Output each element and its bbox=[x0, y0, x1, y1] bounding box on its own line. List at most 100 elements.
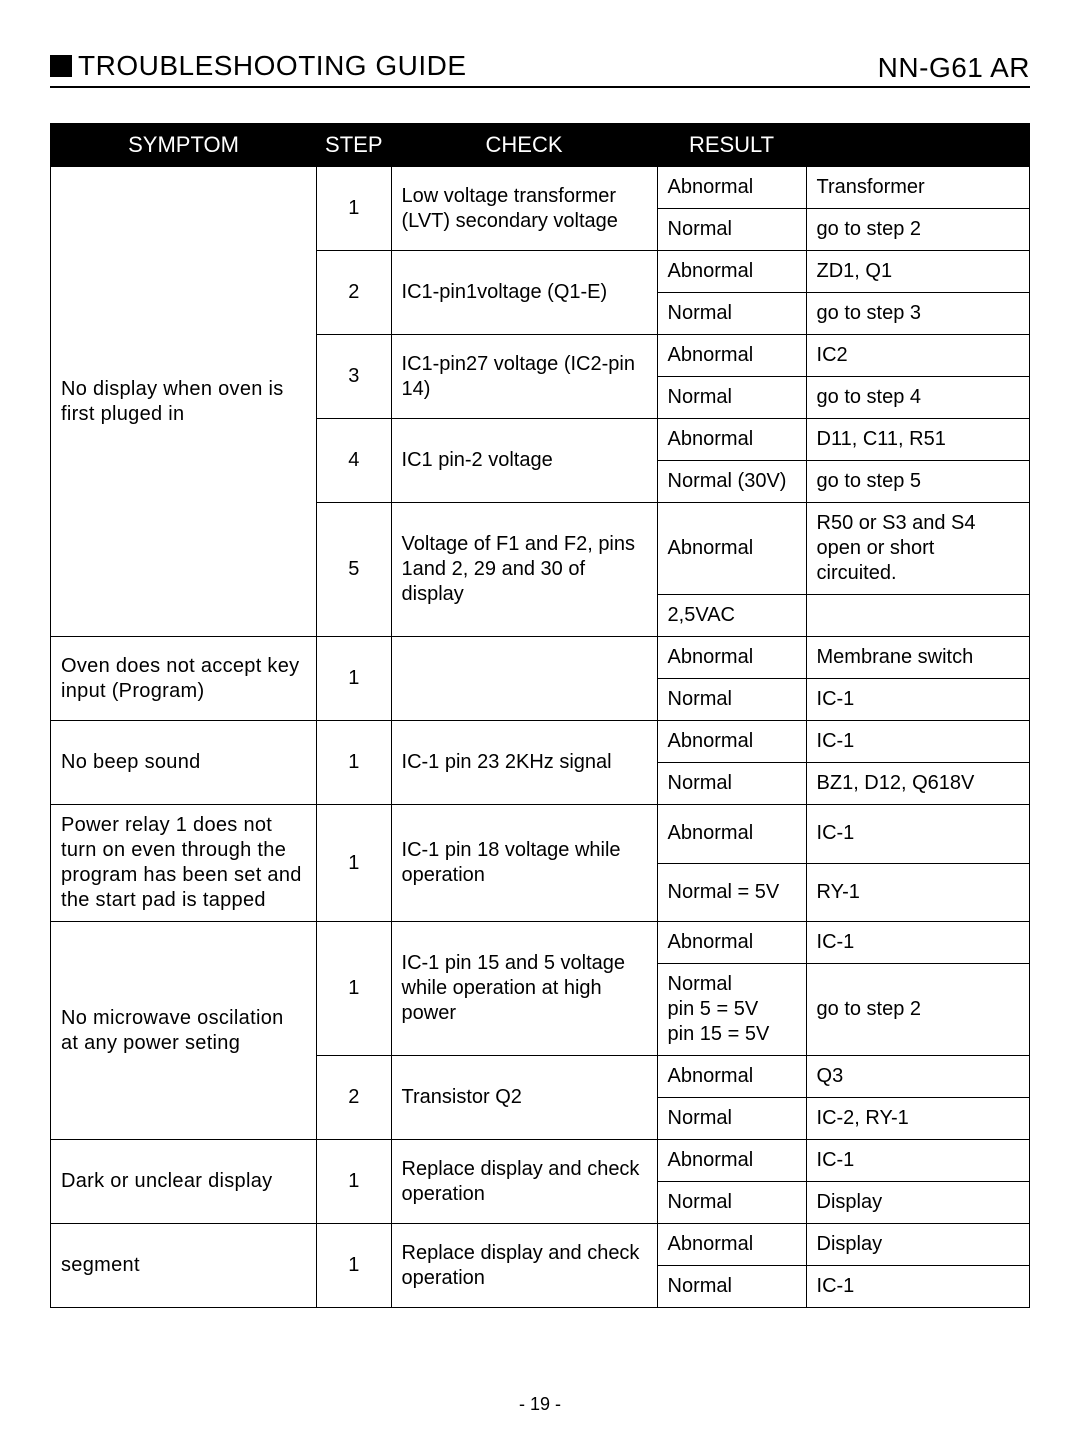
symptom-cell: No microwave oscilation at any power set… bbox=[51, 922, 317, 1140]
action-cell: IC-1 bbox=[806, 721, 1029, 763]
symptom-cell: Power relay 1 does not turn on even thro… bbox=[51, 805, 317, 922]
title-block: TROUBLESHOOTING GUIDE bbox=[50, 50, 467, 82]
result-cell: Abnormal bbox=[657, 922, 806, 964]
col-symptom: SYMPTOM bbox=[51, 124, 317, 167]
table-row: segment1Replace display and check operat… bbox=[51, 1224, 1030, 1266]
action-cell: go to step 4 bbox=[806, 377, 1029, 419]
result-cell: Normal bbox=[657, 293, 806, 335]
check-cell: Voltage of F1 and F2, pins 1and 2, 29 an… bbox=[391, 503, 657, 637]
table-row: No beep sound1IC-1 pin 23 2KHz signalAbn… bbox=[51, 721, 1030, 763]
check-cell bbox=[391, 637, 657, 721]
action-cell: go to step 2 bbox=[806, 964, 1029, 1056]
page: TROUBLESHOOTING GUIDE NN-G61 AR SYMPTOM … bbox=[0, 0, 1080, 1441]
step-cell: 4 bbox=[317, 419, 391, 503]
col-action bbox=[806, 124, 1029, 167]
square-bullet-icon bbox=[50, 55, 72, 77]
action-cell: IC-1 bbox=[806, 1266, 1029, 1308]
result-cell: Normal bbox=[657, 377, 806, 419]
page-heading: TROUBLESHOOTING GUIDE NN-G61 AR bbox=[50, 50, 1030, 88]
table-row: Oven does not accept key input (Program)… bbox=[51, 637, 1030, 679]
action-cell: Q3 bbox=[806, 1056, 1029, 1098]
step-cell: 1 bbox=[317, 167, 391, 251]
result-cell: 2,5VAC bbox=[657, 595, 806, 637]
check-cell: IC-1 pin 15 and 5 voltage while operatio… bbox=[391, 922, 657, 1056]
table-row: No display when oven is first pluged in1… bbox=[51, 167, 1030, 209]
check-cell: IC1-pin1voltage (Q1-E) bbox=[391, 251, 657, 335]
table-row: Dark or unclear display1Replace display … bbox=[51, 1140, 1030, 1182]
result-cell: Normal pin 5 = 5V pin 15 = 5V bbox=[657, 964, 806, 1056]
action-cell: R50 or S3 and S4 open or short circuited… bbox=[806, 503, 1029, 595]
action-cell bbox=[806, 595, 1029, 637]
action-cell: IC-1 bbox=[806, 805, 1029, 864]
action-cell: IC-1 bbox=[806, 679, 1029, 721]
table-row: No microwave oscilation at any power set… bbox=[51, 922, 1030, 964]
action-cell: RY-1 bbox=[806, 863, 1029, 922]
check-cell: Replace display and check operation bbox=[391, 1140, 657, 1224]
action-cell: D11, C11, R51 bbox=[806, 419, 1029, 461]
col-result: RESULT bbox=[657, 124, 806, 167]
result-cell: Normal bbox=[657, 1098, 806, 1140]
step-cell: 2 bbox=[317, 251, 391, 335]
step-cell: 1 bbox=[317, 637, 391, 721]
check-cell: Low voltage transformer (LVT) secondary … bbox=[391, 167, 657, 251]
troubleshooting-table: SYMPTOM STEP CHECK RESULT No display whe… bbox=[50, 123, 1030, 1308]
table-header-row: SYMPTOM STEP CHECK RESULT bbox=[51, 124, 1030, 167]
col-step: STEP bbox=[317, 124, 391, 167]
result-cell: Abnormal bbox=[657, 335, 806, 377]
step-cell: 1 bbox=[317, 721, 391, 805]
action-cell: IC2 bbox=[806, 335, 1029, 377]
action-cell: IC-1 bbox=[806, 1140, 1029, 1182]
result-cell: Abnormal bbox=[657, 251, 806, 293]
check-cell: IC-1 pin 18 voltage while operation bbox=[391, 805, 657, 922]
result-cell: Abnormal bbox=[657, 721, 806, 763]
action-cell: IC-1 bbox=[806, 922, 1029, 964]
symptom-cell: segment bbox=[51, 1224, 317, 1308]
page-number: - 19 - bbox=[0, 1394, 1080, 1415]
action-cell: IC-2, RY-1 bbox=[806, 1098, 1029, 1140]
check-cell: IC1-pin27 voltage (IC2-pin 14) bbox=[391, 335, 657, 419]
check-cell: Replace display and check operation bbox=[391, 1224, 657, 1308]
check-cell: Transistor Q2 bbox=[391, 1056, 657, 1140]
symptom-cell: No beep sound bbox=[51, 721, 317, 805]
result-cell: Normal bbox=[657, 209, 806, 251]
action-cell: Display bbox=[806, 1224, 1029, 1266]
symptom-cell: No display when oven is first pluged in bbox=[51, 167, 317, 637]
action-cell: go to step 2 bbox=[806, 209, 1029, 251]
symptom-cell: Oven does not accept key input (Program) bbox=[51, 637, 317, 721]
step-cell: 3 bbox=[317, 335, 391, 419]
result-cell: Normal = 5V bbox=[657, 863, 806, 922]
action-cell: go to step 5 bbox=[806, 461, 1029, 503]
result-cell: Normal bbox=[657, 763, 806, 805]
action-cell: go to step 3 bbox=[806, 293, 1029, 335]
table-row: Power relay 1 does not turn on even thro… bbox=[51, 805, 1030, 864]
page-title: TROUBLESHOOTING GUIDE bbox=[78, 50, 467, 82]
step-cell: 1 bbox=[317, 1224, 391, 1308]
result-cell: Normal bbox=[657, 679, 806, 721]
result-cell: Abnormal bbox=[657, 637, 806, 679]
step-cell: 1 bbox=[317, 922, 391, 1056]
step-cell: 2 bbox=[317, 1056, 391, 1140]
col-check: CHECK bbox=[391, 124, 657, 167]
action-cell: BZ1, D12, Q618V bbox=[806, 763, 1029, 805]
result-cell: Abnormal bbox=[657, 167, 806, 209]
symptom-cell: Dark or unclear display bbox=[51, 1140, 317, 1224]
result-cell: Normal bbox=[657, 1266, 806, 1308]
step-cell: 5 bbox=[317, 503, 391, 637]
action-cell: Membrane switch bbox=[806, 637, 1029, 679]
result-cell: Abnormal bbox=[657, 503, 806, 595]
result-cell: Abnormal bbox=[657, 1056, 806, 1098]
action-cell: Transformer bbox=[806, 167, 1029, 209]
result-cell: Normal bbox=[657, 1182, 806, 1224]
check-cell: IC-1 pin 23 2KHz signal bbox=[391, 721, 657, 805]
step-cell: 1 bbox=[317, 805, 391, 922]
result-cell: Abnormal bbox=[657, 1224, 806, 1266]
action-cell: Display bbox=[806, 1182, 1029, 1224]
result-cell: Abnormal bbox=[657, 805, 806, 864]
result-cell: Abnormal bbox=[657, 419, 806, 461]
step-cell: 1 bbox=[317, 1140, 391, 1224]
action-cell: ZD1, Q1 bbox=[806, 251, 1029, 293]
result-cell: Normal (30V) bbox=[657, 461, 806, 503]
check-cell: IC1 pin-2 voltage bbox=[391, 419, 657, 503]
result-cell: Abnormal bbox=[657, 1140, 806, 1182]
model-number: NN-G61 AR bbox=[878, 52, 1030, 84]
